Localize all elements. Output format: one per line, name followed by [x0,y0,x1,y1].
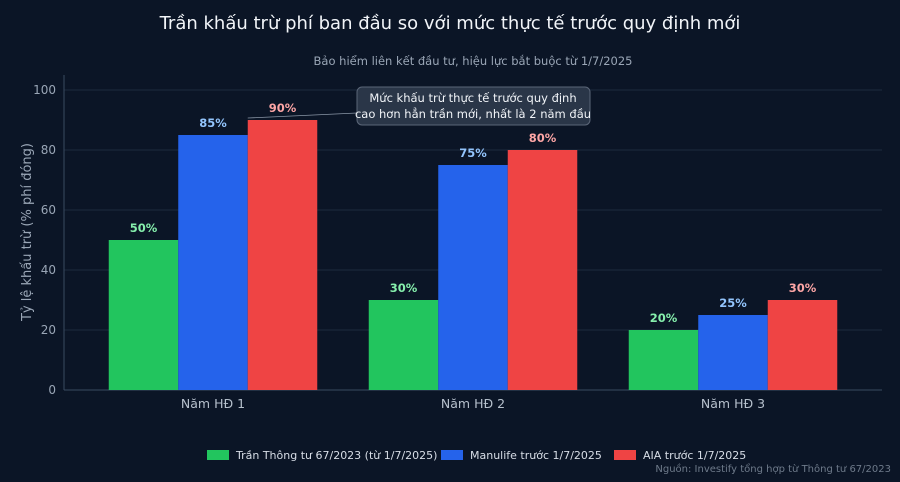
y-tick-label: 100 [33,83,56,97]
y-tick-label: 80 [41,143,56,157]
y-tick-label: 60 [41,203,56,217]
legend-label: Trần Thông tư 67/2023 (từ 1/7/2025) [235,449,437,462]
x-tick-label: Năm HĐ 2 [441,396,505,411]
annotation: Mức khấu trừ thực tế trước quy định cao … [247,86,591,126]
data-label: 90% [269,101,297,115]
data-label: 25% [719,296,747,310]
data-label: 85% [199,116,227,130]
legend-swatch [207,450,229,460]
bar [438,165,508,390]
x-tick-label: Năm HĐ 1 [181,396,245,411]
bar [108,240,179,390]
annotation-arrow [247,112,358,119]
data-label: 20% [650,311,678,325]
data-labels: 50% 85% 90% 30% 75% 80% 20% 25% 30% [130,101,817,325]
data-label: 80% [529,131,557,145]
legend-swatch [441,450,463,460]
chart-title: Trần khấu trừ phí ban đầu so với mức thự… [159,13,741,34]
data-label: 30% [390,281,418,295]
x-tick-label: Năm HĐ 3 [701,396,765,411]
chart-subtitle: Bảo hiểm liên kết đầu tư, hiệu lực bắt b… [314,54,633,68]
data-label: 50% [130,221,158,235]
legend-label: AIA trước 1/7/2025 [643,449,746,462]
bar [507,150,578,390]
annotation-line-1: Mức khấu trừ thực tế trước quy định [369,91,576,105]
legend: Trần Thông tư 67/2023 (từ 1/7/2025) Manul… [207,449,746,462]
data-label: 75% [459,146,487,160]
bars [108,120,838,390]
bar [698,315,768,390]
y-tick-label: 40 [41,263,56,277]
legend-swatch [614,450,636,460]
bar [368,300,439,390]
annotation-box [356,86,591,126]
data-label: 30% [789,281,817,295]
annotation-line-2: cao hơn hẳn trần mới, nhất là 2 năm đầu [355,106,591,121]
bar [767,300,838,390]
legend-label: Manulife trước 1/7/2025 [470,449,602,462]
y-axis-label: Tỷ lệ khấu trừ (% phí đóng) [20,143,35,322]
bar [628,330,699,390]
y-tick-label: 0 [48,383,56,397]
source-note: Nguồn: Investify tổng hợp từ Thông tư 67… [655,462,891,475]
bar [247,120,318,390]
y-tick-label: 20 [41,323,56,337]
bar [178,135,248,390]
